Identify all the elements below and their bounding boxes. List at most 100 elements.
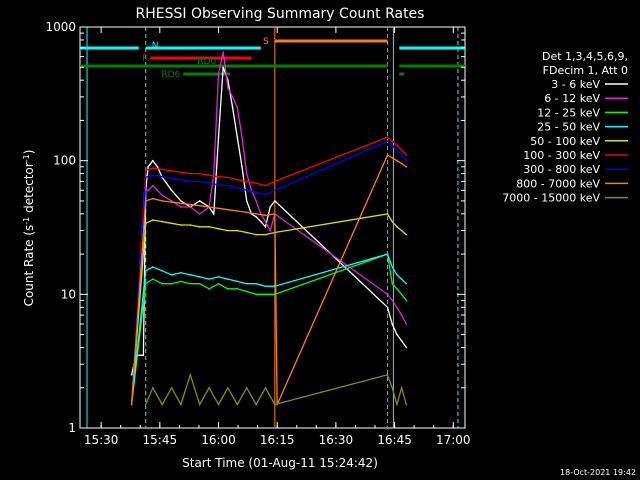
data-point	[217, 72, 220, 75]
legend-label: 25 - 50 keV	[537, 121, 600, 134]
data-point	[236, 106, 239, 109]
data-point	[151, 219, 154, 221]
data-point	[213, 172, 215, 175]
data-point	[147, 189, 149, 192]
data-point	[198, 204, 201, 207]
data-point	[255, 216, 257, 218]
y-axis-label: Count Rate (s-1 detector-1)	[22, 150, 37, 307]
data-point	[217, 175, 220, 178]
data-point	[217, 136, 220, 138]
data-point	[245, 290, 248, 293]
data-point	[161, 194, 163, 197]
x-tick-label: 16:15	[260, 433, 295, 447]
data-point	[180, 280, 182, 283]
data-point	[161, 220, 163, 223]
data-point	[231, 106, 234, 109]
data-point	[147, 165, 149, 168]
data-point	[180, 202, 182, 205]
data-point	[144, 200, 147, 202]
data-point	[217, 282, 220, 285]
data-point	[161, 282, 163, 285]
axes: 15:30 15:45 16:00 16:15 16:30 16:45 17:00 1 10 10…	[45, 20, 470, 447]
x-tick-label: 16:30	[319, 433, 354, 447]
data-point	[198, 276, 201, 278]
series-line-7000-15000-kev	[145, 372, 407, 407]
series-line-800-7000-kev	[130, 154, 407, 405]
data-point	[245, 189, 248, 192]
series-lines	[130, 51, 408, 407]
data-point	[144, 269, 147, 272]
data-point	[217, 207, 220, 210]
data-point	[396, 159, 398, 162]
data-point	[274, 200, 276, 202]
data-point	[405, 154, 408, 156]
data-point	[151, 278, 154, 280]
data-point	[198, 282, 201, 285]
data-point	[386, 140, 389, 142]
data-point	[396, 144, 398, 147]
data-point	[400, 293, 403, 296]
x-tick-label: 16:00	[201, 433, 236, 447]
data-point	[140, 354, 142, 357]
data-point	[269, 229, 271, 232]
data-point	[170, 274, 173, 276]
data-point	[255, 191, 257, 194]
data-point	[391, 157, 394, 159]
data-point	[259, 220, 262, 223]
data-point	[400, 339, 403, 342]
data-point	[151, 386, 154, 389]
data-point	[227, 176, 229, 179]
data-point	[198, 213, 201, 215]
data-point	[142, 354, 145, 357]
data-point	[396, 306, 398, 309]
data-point	[386, 374, 389, 376]
data-point	[227, 386, 229, 389]
data-point	[189, 172, 192, 175]
data-point	[264, 214, 267, 217]
data-point	[400, 314, 403, 316]
data-point	[208, 174, 210, 176]
data-point	[245, 200, 248, 202]
data-point	[231, 96, 234, 98]
data-point	[236, 280, 239, 283]
data-point	[227, 288, 229, 290]
data-point	[405, 233, 408, 236]
legend-label: 300 - 800 keV	[523, 163, 600, 176]
data-point	[405, 403, 408, 406]
data-point	[274, 180, 276, 183]
data-point	[170, 282, 173, 285]
flag-label-rd0: RD0	[197, 57, 216, 67]
data-point	[227, 208, 229, 211]
data-point	[180, 171, 182, 173]
legend: Det 1,3,4,5,6,9,FDecim 1, Att 03 - 6 keV…	[502, 50, 628, 205]
y-tick-label: 100	[53, 154, 76, 168]
data-point	[255, 282, 257, 285]
data-point	[161, 403, 163, 406]
data-point	[227, 87, 229, 89]
data-point	[198, 403, 201, 406]
data-point	[180, 206, 182, 208]
data-point	[386, 293, 389, 296]
data-point	[227, 184, 229, 187]
data-point	[396, 149, 398, 151]
data-point	[264, 233, 267, 236]
y-tick-label: 1	[68, 421, 76, 435]
flag-label-rd6: RD6	[161, 70, 180, 80]
data-point	[255, 213, 257, 215]
flag-label-n: N	[152, 41, 159, 51]
data-point	[255, 233, 257, 236]
data-point	[180, 224, 182, 226]
data-point	[180, 403, 182, 406]
data-point	[241, 165, 243, 168]
legend-header-0: Det 1,3,4,5,6,9,	[542, 50, 628, 63]
flag-label-f: F	[142, 54, 147, 64]
data-point	[236, 403, 239, 406]
data-point	[264, 386, 267, 389]
data-point	[405, 299, 408, 302]
data-point	[222, 51, 225, 53]
data-point	[161, 200, 163, 202]
data-point	[170, 169, 173, 172]
data-point	[170, 386, 173, 389]
data-point	[208, 386, 210, 389]
